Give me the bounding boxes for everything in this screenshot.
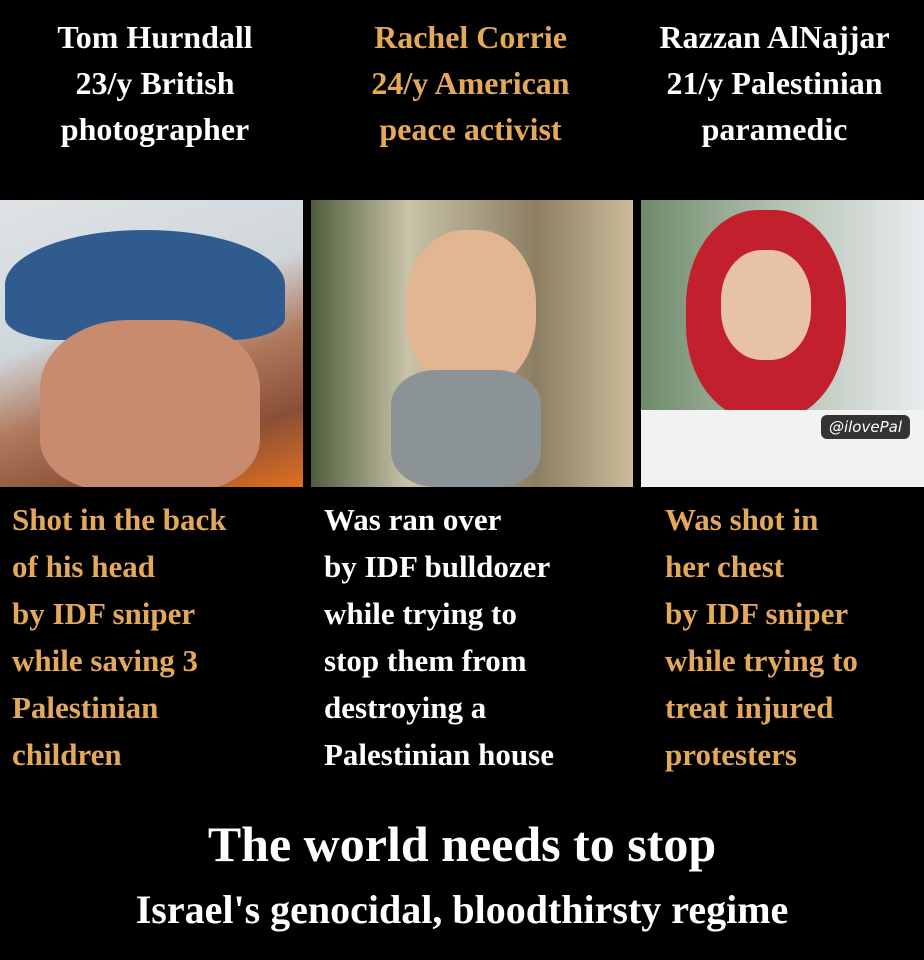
role: paramedic [701,111,848,147]
line: her chest [665,549,785,584]
face [721,250,811,360]
line: Shot in the back [12,502,227,537]
photo-rachel [311,200,633,487]
line: of his head [12,549,155,584]
line: children [12,737,122,772]
face [406,230,536,390]
footer-line-1: The world needs to stop [207,816,717,872]
line: by IDF sniper [665,596,849,631]
description-rachel: Was ran over by IDF bulldozer while tryi… [324,496,554,778]
line: while trying to [324,596,517,631]
line: while saving 3 [12,643,199,678]
line: destroying a [324,690,487,725]
line: Palestinian house [324,737,554,772]
line: Palestinian [12,690,159,725]
photo-razzan: @ilovePal [641,200,924,487]
scarf [391,370,541,487]
line: Was ran over [324,502,502,537]
age-nationality: 21/y Palestinian [666,65,883,101]
age-nationality: 24/y American [371,65,570,101]
header-tom: Tom Hurndall 23/y British photographer [0,14,310,152]
line: by IDF bulldozer [324,549,551,584]
header-rachel: Rachel Corrie 24/y American peace activi… [318,14,623,152]
name: Razzan AlNajjar [659,19,890,55]
line: treat injured [665,690,834,725]
header-razzan: Razzan AlNajjar 21/y Palestinian paramed… [625,14,924,152]
name: Rachel Corrie [374,19,567,55]
description-razzan: Was shot in her chest by IDF sniper whil… [665,496,858,778]
face [40,320,260,487]
watermark: @ilovePal [820,415,910,439]
photo-tom [0,200,303,487]
line: by IDF sniper [12,596,196,631]
role: peace activist [379,111,562,147]
line: Was shot in [665,502,819,537]
age-nationality: 23/y British [75,65,235,101]
line: while trying to [665,643,858,678]
line: protesters [665,737,797,772]
line: stop them from [324,643,527,678]
footer-line-2: Israel's genocidal, bloodthirsty regime [135,887,789,932]
name: Tom Hurndall [57,19,253,55]
description-tom: Shot in the back of his head by IDF snip… [12,496,226,778]
role: photographer [60,111,250,147]
